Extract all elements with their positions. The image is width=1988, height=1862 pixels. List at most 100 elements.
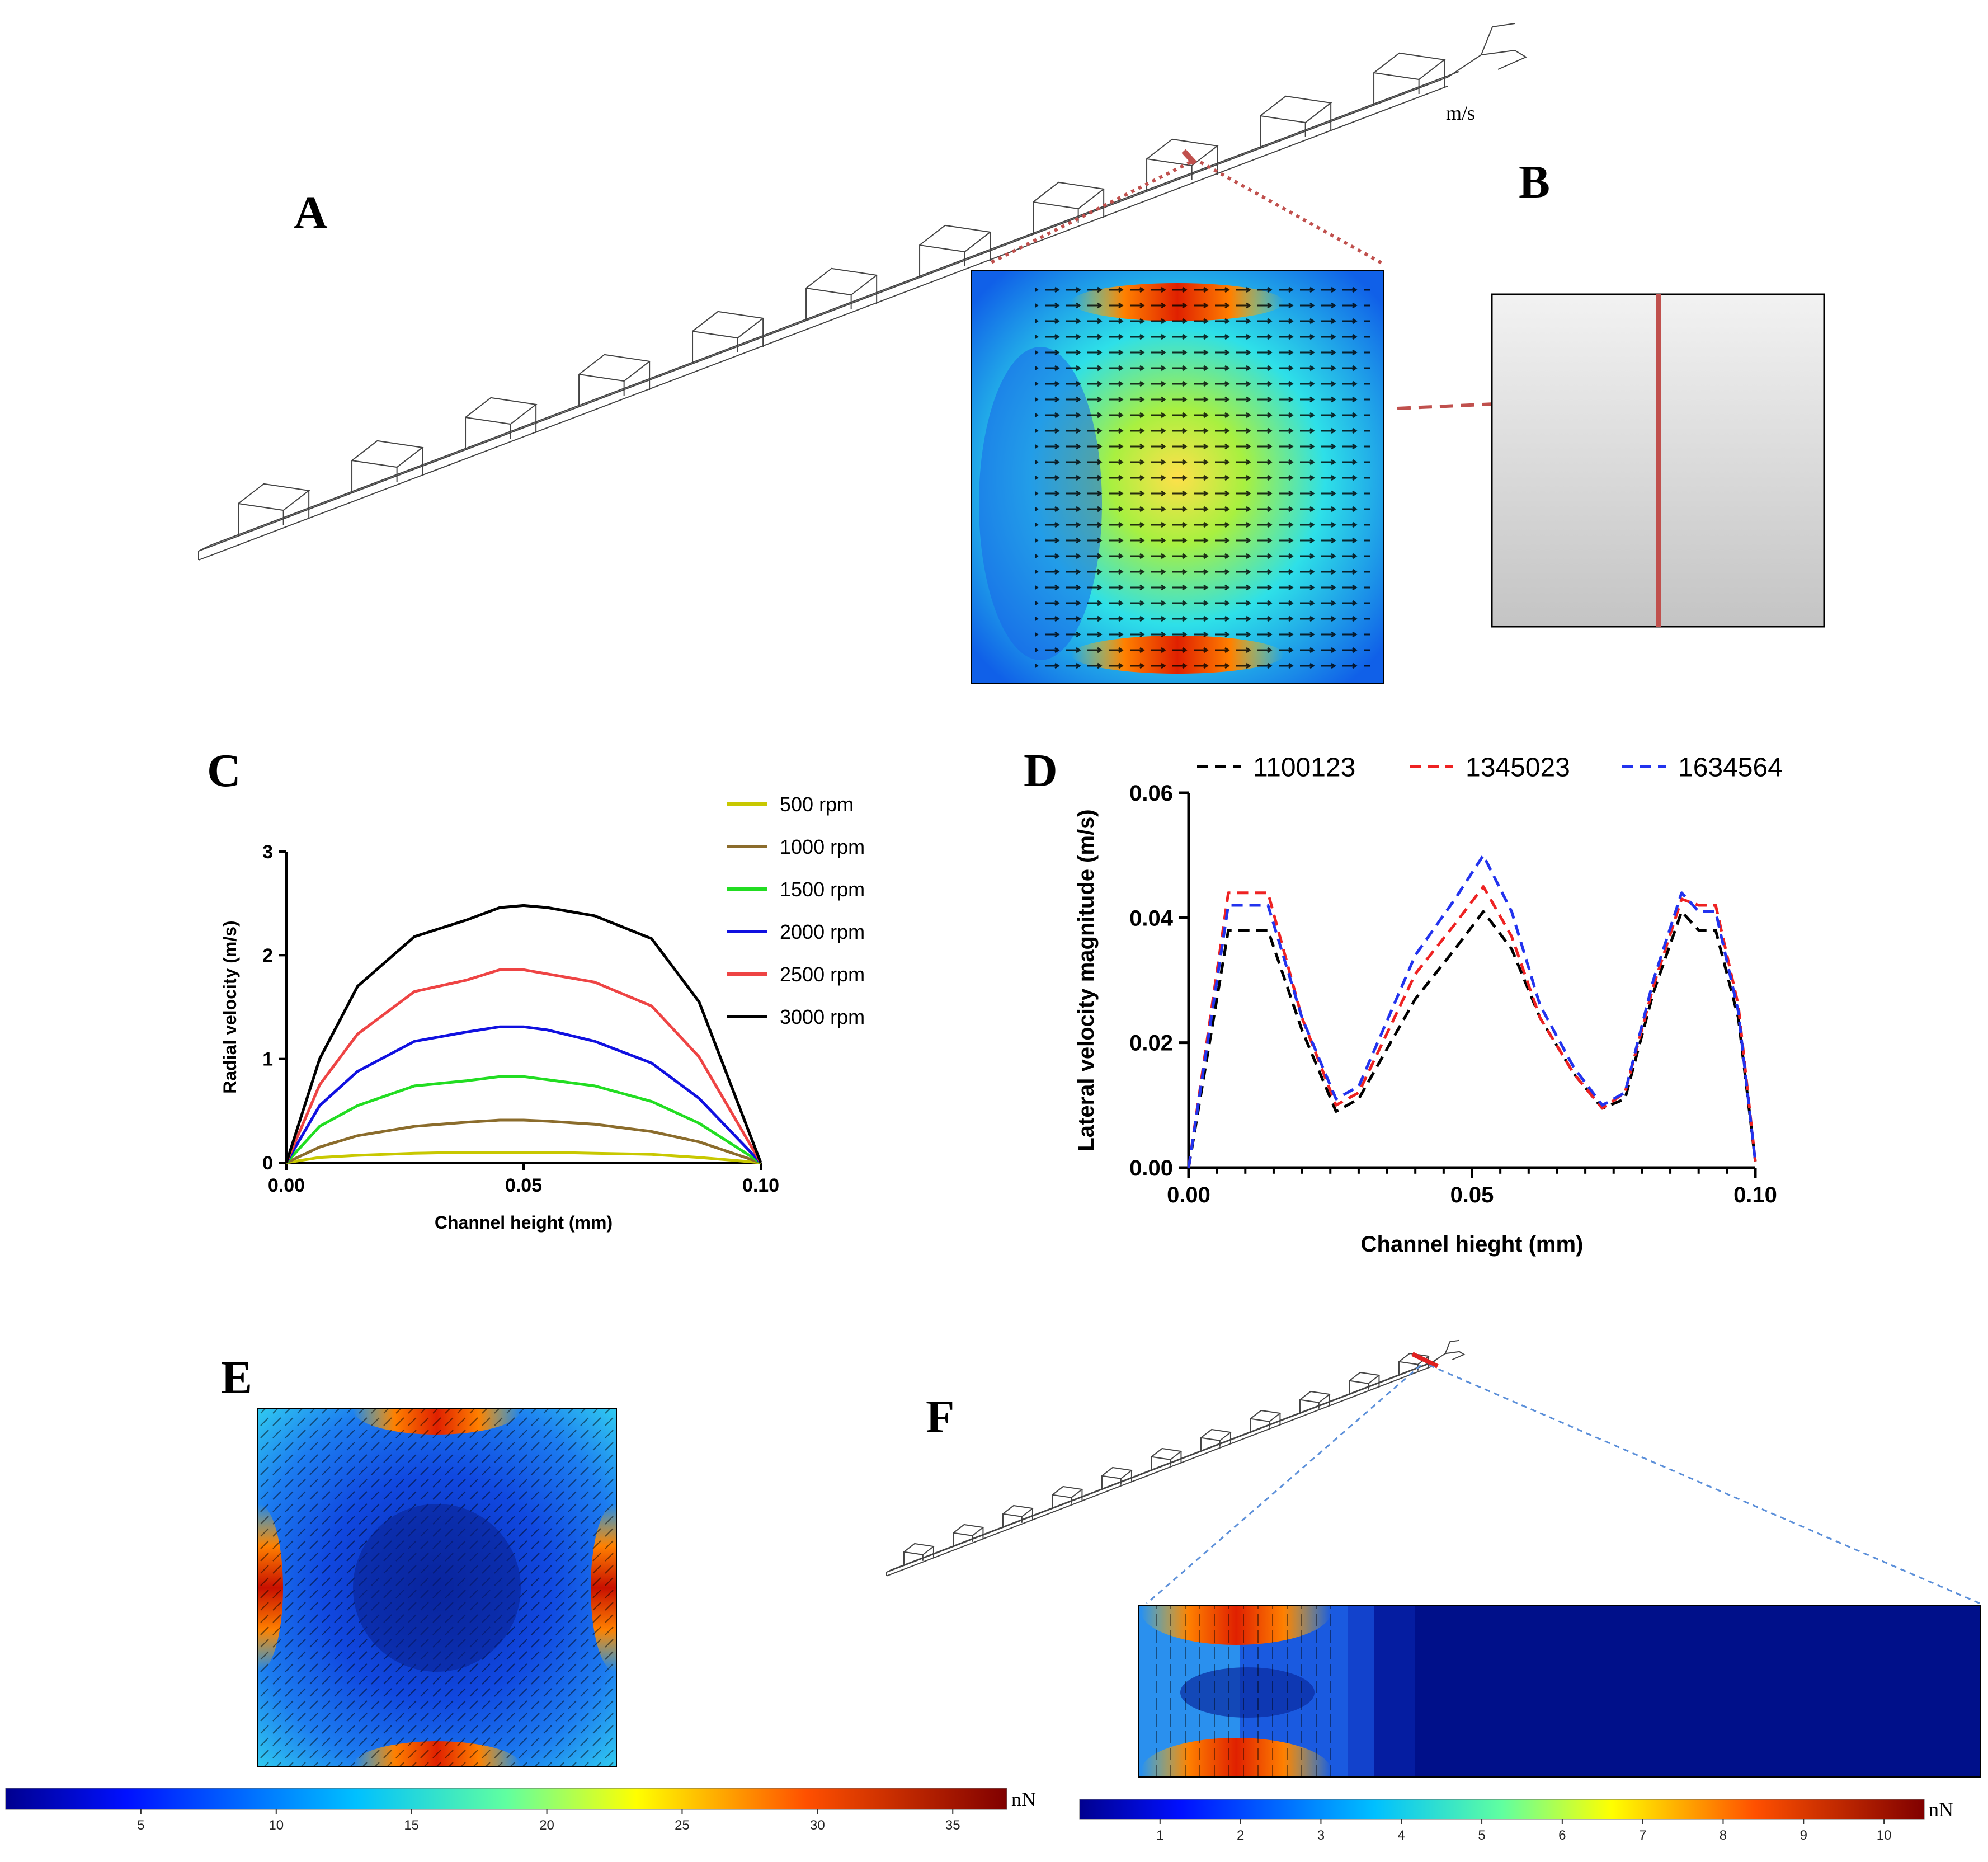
colorbar-unit: nN (1929, 1798, 1953, 1821)
chamber (903, 1543, 935, 1566)
y-tick-label: 0.02 (1129, 1031, 1173, 1056)
panel-e: E 5 10 15 20 25 30 35 nN (5, 1352, 1036, 1833)
chamber (692, 311, 765, 364)
x-tick-label: 0.10 (1733, 1183, 1777, 1207)
panel-f-label: F (926, 1391, 954, 1443)
chamber (1260, 95, 1332, 149)
series-line-1000-rpm (285, 1118, 761, 1164)
chamber (1373, 52, 1446, 106)
colorbar-tick-label: 5 (137, 1818, 144, 1833)
outlet (1447, 23, 1528, 78)
panel-f: F 1 2 3 4 5 6 7 8 9 10 nN (886, 1339, 1981, 1843)
chamber (465, 397, 538, 450)
panel-b-label: B (1519, 156, 1550, 208)
outlet (1430, 1339, 1466, 1363)
chamber (1299, 1390, 1331, 1414)
colorbar-tick-label: 1 (1156, 1828, 1163, 1843)
panel-b: B (1491, 156, 1825, 628)
colorbar-tick-label: 9 (1800, 1828, 1807, 1843)
cross-section-marker-a (1181, 149, 1197, 166)
colorbar-tick-label: 30 (810, 1818, 825, 1833)
microchannel-wireframe-a (198, 23, 1528, 561)
x-tick-label: 0.00 (268, 1175, 305, 1196)
colorbar-tick-label: 10 (268, 1818, 284, 1833)
x-axis-title: Channel height (mm) (435, 1212, 613, 1233)
chamber (578, 354, 651, 407)
chamber (238, 483, 310, 537)
velocity-field-cross-section (971, 270, 1384, 684)
colorbar-tick-label: 25 (675, 1818, 690, 1833)
panel-c-label: C (207, 745, 241, 797)
chamber (953, 1524, 984, 1547)
colorbar-gradient (1079, 1799, 1925, 1820)
x-tick-label: 0.00 (1167, 1183, 1210, 1207)
y-axis-title: Radial velocity (m/s) (220, 920, 240, 1093)
legend-label: 1100123 (1253, 753, 1355, 782)
legend-label: 2000 rpm (780, 920, 865, 943)
microchannel-wireframe-f (886, 1339, 1466, 1577)
chamber (351, 440, 424, 493)
colorbar-tick-label: 3 (1317, 1828, 1325, 1843)
chamber (805, 267, 878, 321)
panel-a-label: A (294, 187, 328, 239)
lateral-velocity-chart: 0.00 0.02 0.04 0.06 0.00 0.05 0.10 Channel hieg… (1074, 753, 1783, 1257)
chamber (1151, 1447, 1183, 1471)
velocity-unit-label: m/s (1446, 102, 1475, 124)
series-line-500-rpm (286, 1151, 761, 1164)
force-field-cross-section (257, 1408, 617, 1767)
legend-label: 3000 rpm (780, 1005, 865, 1028)
series-line-1500-rpm (285, 1075, 762, 1164)
colorbar-tick-label: 35 (945, 1818, 960, 1833)
y-tick-label: 3 (262, 841, 273, 863)
panel-d: D 0.00 0.02 0.04 0.06 0.00 0.05 0.10 Channel hi… (1024, 745, 1783, 1257)
chamber (1052, 1485, 1083, 1509)
y-tick-label: 2 (262, 945, 273, 966)
panel-e-label: E (221, 1352, 252, 1404)
colorbar-tick-label: 10 (1877, 1828, 1892, 1843)
chamber (1002, 1504, 1034, 1528)
series-line-1634564 (1187, 854, 1757, 1168)
zoom-lines-f (1146, 1364, 1981, 1605)
chamber (919, 224, 992, 278)
y-tick-label: 0 (262, 1153, 273, 1174)
legend-label: 1000 rpm (780, 835, 865, 858)
series-line-2500-rpm (285, 968, 762, 1164)
colorbar-tick-label: 20 (539, 1818, 554, 1833)
radial-velocity-chart: 0 1 2 3 0.00 0.05 0.10 Channel height (mm) Radia… (220, 793, 865, 1233)
panel-c: C 0 1 2 3 0.00 0.05 0.10 Channel height (mm) Rad… (207, 745, 865, 1233)
legend-label: 500 rpm (780, 793, 854, 816)
colorbar-tick-label: 8 (1720, 1828, 1727, 1843)
y-tick-label: 0.04 (1129, 906, 1174, 930)
legend-label: 2500 rpm (780, 963, 865, 986)
colorbar-tick-label: 15 (404, 1818, 419, 1833)
colorbar-tick-label: 6 (1558, 1828, 1566, 1843)
x-tick-label: 0.05 (505, 1175, 542, 1196)
chamber (1250, 1409, 1282, 1433)
colorbar-unit: nN (1011, 1788, 1036, 1811)
colorbar-force-e: 5 10 15 20 25 30 35 nN (5, 1788, 1036, 1833)
x-axis-title: Channel hieght (mm) (1361, 1232, 1584, 1257)
series-line-2000-rpm (285, 1025, 762, 1164)
series-line-1100123 (1187, 910, 1757, 1168)
force-field-channel (1138, 1605, 1981, 1778)
panel-d-label: D (1024, 745, 1058, 797)
colorbar-tick-label: 2 (1237, 1828, 1244, 1843)
legend-label: 1500 rpm (780, 878, 865, 901)
x-tick-label: 0.10 (742, 1175, 779, 1196)
y-tick-label: 0.06 (1129, 781, 1173, 806)
colorbar-gradient (5, 1788, 1007, 1810)
chamber (1200, 1428, 1232, 1452)
legend-label: 1345023 (1466, 753, 1570, 782)
colorbar-force-f: 1 2 3 4 5 6 7 8 9 10 nN (1079, 1798, 1953, 1843)
cross-section-marker-f (1411, 1352, 1439, 1369)
series-line-1345023 (1187, 885, 1757, 1168)
y-axis-title: Lateral velocity magnitude (m/s) (1074, 809, 1099, 1151)
colorbar-tick-label: 4 (1398, 1828, 1405, 1843)
y-tick-label: 0.00 (1129, 1156, 1173, 1181)
colorbar-tick-label: 7 (1639, 1828, 1646, 1843)
series-line-3000-rpm (285, 904, 762, 1163)
legend-label: 1634564 (1678, 753, 1783, 782)
channel-body (886, 1360, 1436, 1577)
zoom-lines-a (989, 161, 1383, 265)
